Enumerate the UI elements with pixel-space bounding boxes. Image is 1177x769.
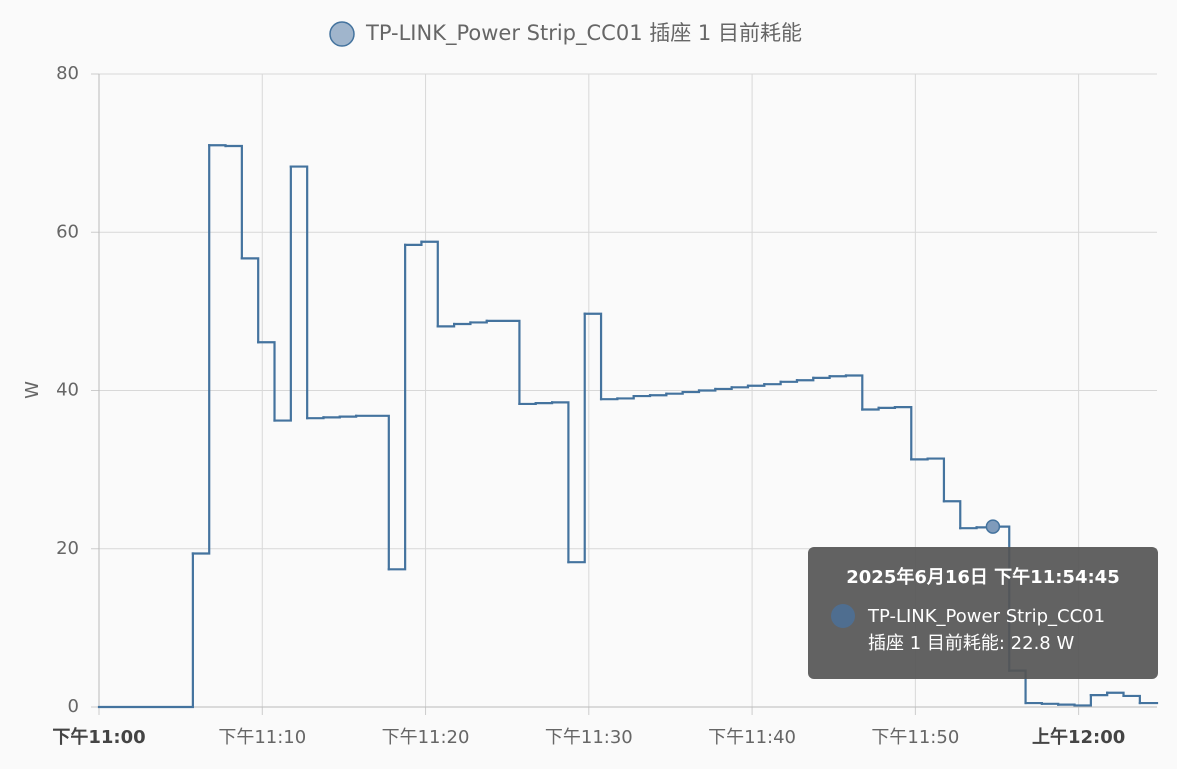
step-segment (257, 341, 276, 422)
x-tick-label: 下午11:10 (218, 727, 306, 748)
tooltip-line: 插座 1 目前耗能: 22.8 W (868, 633, 1074, 654)
step-segment (534, 401, 554, 405)
step-segment (926, 457, 946, 503)
tooltip-swatch (831, 604, 855, 628)
step-segment (910, 457, 929, 461)
step-segment (355, 414, 390, 571)
step-segment (191, 144, 211, 555)
step-segment (567, 312, 586, 564)
y-axis-label: W (22, 381, 43, 399)
hover-point (985, 519, 1001, 534)
x-tick-label: 下午11:30 (545, 727, 633, 748)
step-segment (97, 552, 194, 709)
step-segment (877, 406, 897, 410)
step-segment (518, 402, 537, 406)
step-segment (289, 165, 309, 420)
step-segment (240, 257, 260, 344)
step-segment (208, 144, 227, 148)
step-segment (844, 374, 864, 411)
tooltip-title: 2025年6月16日 下午11:54:45 (846, 566, 1119, 588)
step-segment (828, 374, 848, 378)
step-segment (1040, 702, 1060, 706)
step-segment (224, 144, 243, 260)
tooltip: 2025年6月16日 下午11:54:45 TP-LINK_Power Strip… (808, 547, 1158, 679)
step-segment (1122, 694, 1141, 705)
y-tick-label: 20 (56, 538, 79, 559)
x-tick-label: 下午11:00 (52, 726, 145, 748)
legend-swatch (329, 21, 355, 47)
step-segment (599, 397, 619, 401)
x-tick-label: 下午11:50 (871, 727, 959, 748)
step-segment (959, 526, 978, 530)
step-segment (1057, 703, 1076, 707)
step-segment (942, 500, 962, 530)
y-tick-label: 80 (56, 63, 79, 84)
step-segment (1073, 694, 1092, 707)
step-segment (306, 416, 325, 420)
step-segment (583, 312, 603, 401)
x-tick-label: 下午11:20 (382, 727, 470, 748)
step-segment (322, 415, 341, 419)
y-tick-label: 0 (68, 696, 79, 717)
legend-label: TP-LINK_Power Strip_CC01 插座 1 目前耗能 (365, 21, 802, 46)
step-segment (338, 414, 358, 418)
step-segment (1024, 701, 1043, 705)
y-tick-label: 60 (56, 221, 79, 242)
step-segment (550, 401, 570, 564)
step-segment (387, 243, 407, 571)
x-tick-label: 下午11:40 (708, 727, 796, 748)
tooltip-line: TP-LINK_Power Strip_CC01 (867, 606, 1105, 627)
tooltip-box (808, 547, 1158, 679)
step-segment (893, 406, 913, 461)
step-segment (485, 319, 521, 406)
step-segment (273, 165, 292, 422)
step-segment (632, 394, 652, 398)
x-tick-label: 上午12:00 (1032, 726, 1125, 748)
step-segment (420, 240, 439, 328)
y-tick-label: 40 (56, 380, 79, 401)
